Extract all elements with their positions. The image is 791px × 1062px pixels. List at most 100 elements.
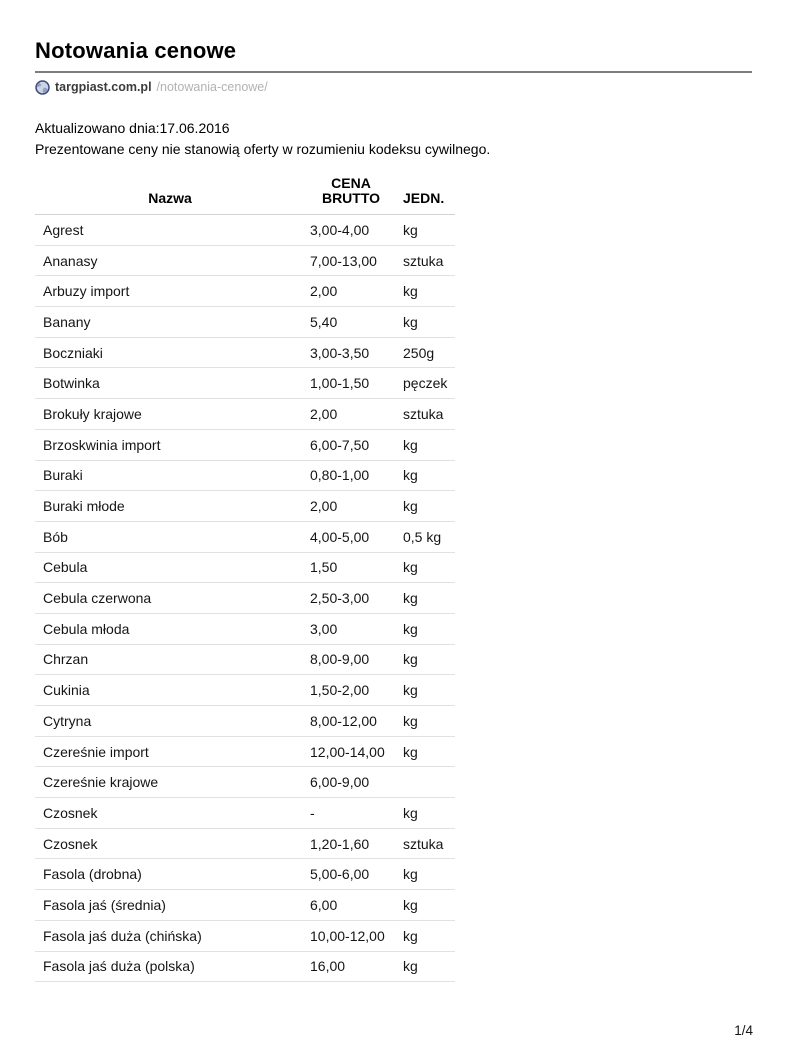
unit-value: kg bbox=[397, 920, 455, 952]
table-row: Cebula czerwona 2,50-3,00 kg bbox=[35, 582, 455, 614]
table-row: Boczniaki 3,00-3,50 250g bbox=[35, 337, 455, 369]
unit-value: kg bbox=[397, 889, 455, 921]
unit-value: kg bbox=[397, 306, 455, 338]
price-value: 1,50 bbox=[305, 552, 397, 584]
unit-value: kg bbox=[397, 644, 455, 676]
globe-icon bbox=[35, 80, 50, 95]
page-number: 1/4 bbox=[734, 1023, 753, 1038]
price-value: 2,50-3,00 bbox=[305, 582, 397, 614]
unit-value: kg bbox=[397, 275, 455, 308]
product-name: Fasola jaś duża (chińska) bbox=[35, 920, 305, 952]
price-value: 8,00-12,00 bbox=[305, 705, 397, 737]
product-name: Fasola jaś (średnia) bbox=[35, 889, 305, 921]
unit-value: sztuka bbox=[397, 245, 455, 277]
source-domain: targpiast.com.pl bbox=[55, 80, 152, 94]
disclaimer-text: Prezentowane ceny nie stanowią oferty w … bbox=[35, 140, 491, 157]
table-row: Brokuły krajowe 2,00 sztuka bbox=[35, 398, 455, 430]
table-body: Agrest 3,00-4,00 kg Ananasy 7,00-13,00 sztuka… bbox=[35, 214, 455, 983]
price-value: - bbox=[305, 797, 397, 829]
product-name: Cebula bbox=[35, 552, 305, 584]
price-value: 6,00-7,50 bbox=[305, 429, 397, 461]
table-header-row: Nazwa CENA BRUTTO JEDN. bbox=[35, 176, 455, 215]
unit-value: kg bbox=[397, 705, 455, 737]
table-row: Cytryna 8,00-12,00 kg bbox=[35, 705, 455, 737]
product-name: Cytryna bbox=[35, 705, 305, 737]
product-name: Fasola jaś duża (polska) bbox=[35, 951, 305, 983]
column-header-name: Nazwa bbox=[35, 176, 305, 215]
product-name: Cukinia bbox=[35, 674, 305, 706]
product-name: Buraki bbox=[35, 460, 305, 492]
table-row: Buraki młode 2,00 kg bbox=[35, 490, 455, 522]
table-row: Fasola (drobna) 5,00-6,00 kg bbox=[35, 858, 455, 891]
unit-value: kg bbox=[397, 736, 455, 768]
price-value: 12,00-14,00 bbox=[305, 736, 397, 768]
table-row: Czereśnie import 12,00-14,00 kg bbox=[35, 736, 455, 768]
table-row: Czereśnie krajowe 6,00-9,00 bbox=[35, 766, 455, 799]
price-value: 2,00 bbox=[305, 398, 397, 430]
product-name: Cebula młoda bbox=[35, 613, 305, 645]
table-row: Agrest 3,00-4,00 kg bbox=[35, 214, 455, 246]
unit-value: kg bbox=[397, 214, 455, 246]
price-value: 1,20-1,60 bbox=[305, 828, 397, 860]
product-name: Czereśnie krajowe bbox=[35, 766, 305, 799]
table-row: Fasola jaś (średnia) 6,00 kg bbox=[35, 889, 455, 921]
product-name: Banany bbox=[35, 306, 305, 338]
table-row: Cebula młoda 3,00 kg bbox=[35, 613, 455, 645]
unit-value: kg bbox=[397, 460, 455, 492]
table-row: Czosnek - kg bbox=[35, 797, 455, 829]
unit-value: 0,5 kg bbox=[397, 521, 455, 553]
product-name: Boczniaki bbox=[35, 337, 305, 369]
source-path: /notowania-cenowe/ bbox=[156, 80, 268, 94]
price-table: Nazwa CENA BRUTTO JEDN. Agrest 3,00-4,00 k… bbox=[35, 176, 455, 983]
title-divider bbox=[35, 71, 752, 73]
unit-value: kg bbox=[397, 858, 455, 891]
product-name: Bób bbox=[35, 521, 305, 553]
column-header-unit: JEDN. bbox=[397, 176, 455, 215]
page-title: Notowania cenowe bbox=[35, 38, 237, 63]
table-row: Cukinia 1,50-2,00 kg bbox=[35, 674, 455, 706]
updated-date: Aktualizowano dnia:17.06.2016 bbox=[35, 120, 230, 136]
table-row: Buraki 0,80-1,00 kg bbox=[35, 460, 455, 492]
price-value: 1,50-2,00 bbox=[305, 674, 397, 706]
table-row: Fasola jaś duża (chińska) 10,00-12,00 kg bbox=[35, 920, 455, 952]
price-value: 6,00-9,00 bbox=[305, 766, 397, 799]
product-name: Agrest bbox=[35, 214, 305, 246]
table-row: Fasola jaś duża (polska) 16,00 kg bbox=[35, 951, 455, 983]
price-value: 3,00-4,00 bbox=[305, 214, 397, 246]
product-name: Buraki młode bbox=[35, 490, 305, 522]
source-url: targpiast.com.pl/notowania-cenowe/ bbox=[35, 80, 791, 95]
product-name: Arbuzy import bbox=[35, 275, 305, 308]
meta-block: Aktualizowano dnia:17.06.2016 Prezentowa… bbox=[35, 118, 791, 159]
table-row: Czosnek 1,20-1,60 sztuka bbox=[35, 828, 455, 860]
table-row: Arbuzy import 2,00 kg bbox=[35, 275, 455, 308]
table-row: Botwinka 1,00-1,50 pęczek bbox=[35, 367, 455, 400]
unit-value: kg bbox=[397, 951, 455, 983]
unit-value: sztuka bbox=[397, 828, 455, 860]
price-value: 2,00 bbox=[305, 490, 397, 522]
product-name: Fasola (drobna) bbox=[35, 858, 305, 891]
price-value: 6,00 bbox=[305, 889, 397, 921]
price-value: 5,00-6,00 bbox=[305, 858, 397, 891]
unit-value: kg bbox=[397, 552, 455, 584]
unit-value: kg bbox=[397, 613, 455, 645]
price-value: 10,00-12,00 bbox=[305, 920, 397, 952]
column-header-price: CENA BRUTTO bbox=[305, 176, 397, 215]
table-row: Banany 5,40 kg bbox=[35, 306, 455, 338]
table-row: Cebula 1,50 kg bbox=[35, 552, 455, 584]
price-value: 8,00-9,00 bbox=[305, 644, 397, 676]
product-name: Czosnek bbox=[35, 828, 305, 860]
unit-value: kg bbox=[397, 582, 455, 614]
price-value: 16,00 bbox=[305, 951, 397, 983]
price-value: 1,00-1,50 bbox=[305, 367, 397, 400]
product-name: Czosnek bbox=[35, 797, 305, 829]
price-value: 5,40 bbox=[305, 306, 397, 338]
table-row: Bób 4,00-5,00 0,5 kg bbox=[35, 521, 455, 553]
price-value: 3,00 bbox=[305, 613, 397, 645]
price-value: 2,00 bbox=[305, 275, 397, 308]
unit-value: kg bbox=[397, 797, 455, 829]
unit-value: kg bbox=[397, 429, 455, 461]
unit-value: kg bbox=[397, 490, 455, 522]
product-name: Brzoskwinia import bbox=[35, 429, 305, 461]
table-header: Nazwa CENA BRUTTO JEDN. bbox=[35, 176, 455, 215]
product-name: Ananasy bbox=[35, 245, 305, 277]
